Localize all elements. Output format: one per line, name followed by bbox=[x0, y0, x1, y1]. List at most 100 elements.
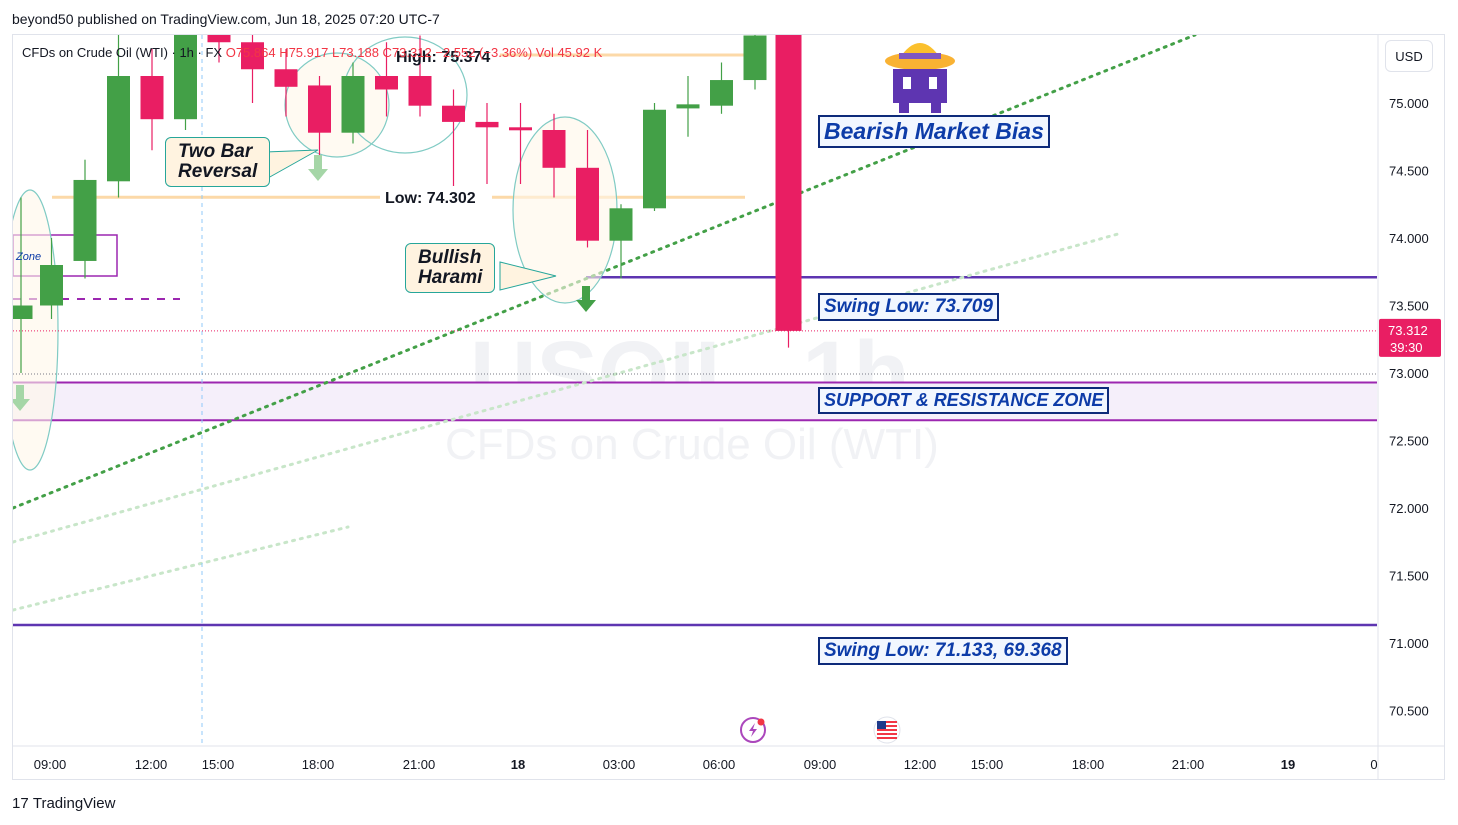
zone-box bbox=[13, 234, 118, 277]
candle-body bbox=[341, 76, 365, 133]
candle-body bbox=[509, 127, 532, 131]
flag-stripe bbox=[877, 729, 897, 731]
x-tick-label: 15:00 bbox=[202, 757, 235, 772]
low-label-bg bbox=[380, 186, 492, 208]
mascot-leg bbox=[899, 103, 909, 113]
candle-body bbox=[408, 76, 432, 106]
candle-body bbox=[207, 35, 231, 43]
x-tick-label: 12:00 bbox=[904, 757, 937, 772]
two-bar-reversal-callout: Two Bar Reversal bbox=[165, 137, 271, 187]
x-tick-label: 03:00 bbox=[603, 757, 636, 772]
y-tick-label: 73.500 bbox=[1389, 299, 1429, 314]
low-label: Low: 74.302 bbox=[385, 190, 476, 207]
price-tag-bg bbox=[1379, 318, 1441, 357]
candle-body bbox=[475, 121, 499, 128]
candle-body bbox=[743, 35, 767, 81]
zone-label: Zone bbox=[15, 251, 41, 263]
legend: CFDs on Crude Oil (WTI) · 1h · FX O75.86… bbox=[22, 45, 602, 60]
x-tick-label: 06:00 bbox=[703, 757, 736, 772]
mascot-leg bbox=[931, 103, 941, 113]
candle-body bbox=[241, 42, 264, 70]
x-tick-label: 18 bbox=[511, 757, 525, 772]
tradingview-logo[interactable]: 17 TradingView bbox=[12, 795, 115, 812]
mascot-eye bbox=[929, 77, 937, 89]
trendline-lower bbox=[13, 525, 350, 612]
trendline-channel bbox=[13, 232, 1120, 544]
candle-body bbox=[274, 69, 298, 87]
down-arrow-icon bbox=[576, 286, 596, 312]
x-tick-label: 21:00 bbox=[403, 757, 436, 772]
flag-stripe bbox=[877, 721, 897, 723]
logo-text: TradingView bbox=[32, 795, 116, 812]
logo-mark: 17 bbox=[12, 795, 29, 812]
flag-stripe bbox=[877, 725, 897, 727]
swing-low-label-2: Swing Low: 71.133, 69.368 bbox=[818, 637, 1068, 665]
callout-pointer bbox=[264, 149, 319, 179]
y-tick-label: 71.000 bbox=[1389, 636, 1429, 651]
swing-low-label-1: Swing Low: 73.709 bbox=[818, 293, 999, 321]
price-tag-value: 73.312 bbox=[1388, 323, 1428, 338]
watermark-name: CFDs on Crude Oil (WTI) bbox=[445, 420, 939, 469]
candle-body bbox=[676, 104, 700, 109]
flag-stripe bbox=[877, 733, 897, 735]
us-flag-event-icon bbox=[873, 716, 901, 744]
callout-line: Two Bar bbox=[178, 141, 253, 162]
candle-body bbox=[542, 130, 566, 168]
mascot-eye bbox=[903, 77, 911, 89]
y-tick-label: 71.500 bbox=[1389, 569, 1429, 584]
callout-pointer bbox=[499, 261, 557, 291]
y-tick-label: 75.000 bbox=[1389, 96, 1429, 111]
x-tick-label: 18:00 bbox=[1072, 757, 1105, 772]
candle-body bbox=[710, 80, 733, 106]
candle-body bbox=[375, 76, 398, 90]
publisher-line: beyond50 published on TradingView.com, J… bbox=[12, 11, 440, 27]
left-highlight-ellipse bbox=[13, 189, 59, 471]
x-tick-label: 0 bbox=[1370, 757, 1377, 772]
plot-area: High: 75.374 Low: 74.302 Zone bbox=[13, 35, 1377, 745]
y-tick-label: 72.000 bbox=[1389, 501, 1429, 516]
y-tick-label: 72.500 bbox=[1389, 434, 1429, 449]
candle-body bbox=[576, 167, 599, 241]
x-tick-label: 19 bbox=[1281, 757, 1295, 772]
candle-body bbox=[308, 85, 331, 133]
candle-body bbox=[609, 208, 633, 241]
callout-line: Harami bbox=[418, 267, 483, 288]
y-tick-label: 73.000 bbox=[1389, 366, 1429, 381]
mascot-body bbox=[893, 69, 947, 103]
x-tick-label: 15:00 bbox=[971, 757, 1004, 772]
sr-zone-label: SUPPORT & RESISTANCE ZONE bbox=[818, 387, 1110, 414]
lightning-event-icon bbox=[740, 717, 766, 743]
event-bolt bbox=[749, 723, 757, 737]
x-tick-label: 09:00 bbox=[34, 757, 67, 772]
flag-stripe bbox=[877, 737, 897, 739]
currency-button[interactable]: USD bbox=[1385, 40, 1433, 72]
y-tick-label: 70.500 bbox=[1389, 704, 1429, 719]
candle-body bbox=[775, 35, 802, 331]
y-tick-label: 74.000 bbox=[1389, 231, 1429, 246]
candle-body bbox=[13, 305, 33, 319]
x-tick-label: 18:00 bbox=[302, 757, 335, 772]
down-arrow-icon bbox=[13, 385, 30, 411]
candle-body bbox=[643, 109, 666, 209]
candle-body bbox=[174, 35, 197, 120]
event-dot bbox=[757, 718, 765, 726]
candle-body bbox=[40, 265, 63, 306]
legend-ohlc: O75.864 H75.917 L73.188 C73.312 −2.552 (… bbox=[225, 45, 603, 60]
price-tag-countdown: 39:30 bbox=[1390, 340, 1423, 355]
candle-body bbox=[107, 76, 130, 182]
candle-body bbox=[73, 179, 97, 261]
reversal-highlight-ellipse bbox=[284, 52, 390, 158]
flag-canton bbox=[877, 721, 886, 729]
bullish-harami-callout: Bullish Harami bbox=[405, 243, 496, 293]
x-tick-label: 09:00 bbox=[804, 757, 837, 772]
y-tick-label: 74.500 bbox=[1389, 164, 1429, 179]
high-label: High: 75.374 bbox=[396, 49, 490, 66]
down-arrow-icon bbox=[308, 155, 328, 181]
callout-line: Bullish bbox=[418, 247, 482, 268]
x-tick-label: 21:00 bbox=[1172, 757, 1205, 772]
legend-symbol: CFDs on Crude Oil (WTI) · 1h · FX bbox=[22, 45, 223, 60]
chart-frame bbox=[12, 34, 1445, 780]
candle-body bbox=[140, 76, 164, 120]
x-tick-label: 12:00 bbox=[135, 757, 168, 772]
